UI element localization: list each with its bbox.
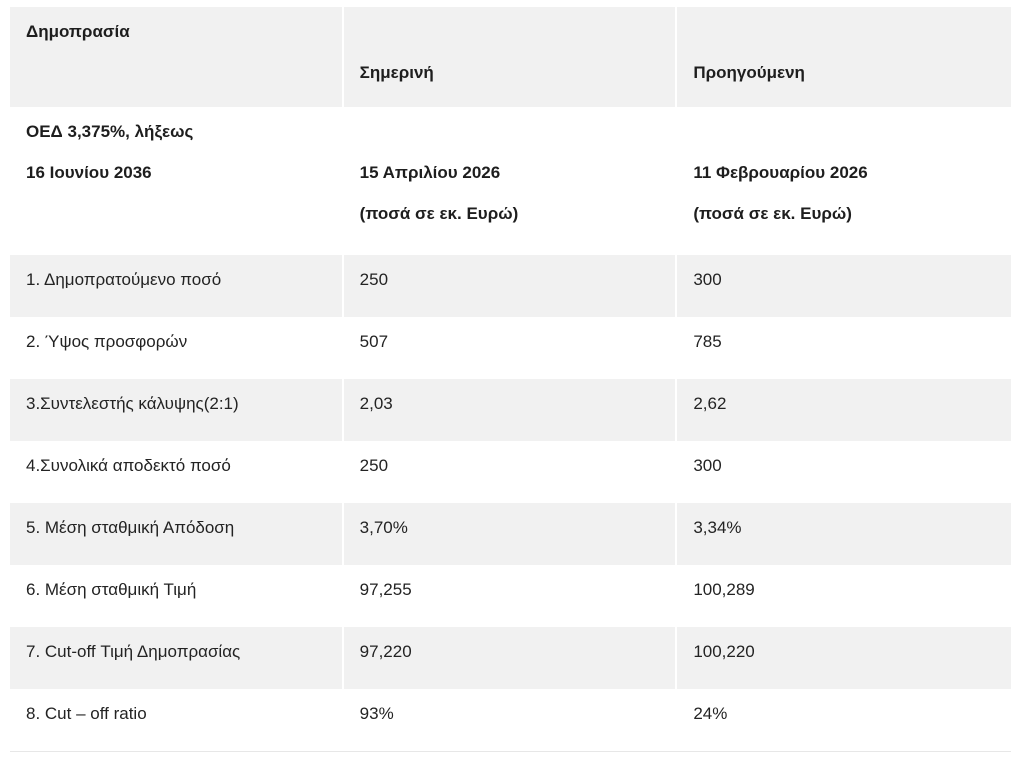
current-value-cell: 3,70% (343, 503, 678, 565)
current-amount-note: (ποσά σε εκ. Ευρώ) (359, 204, 519, 223)
current-value-cell: 2,03 (343, 379, 678, 441)
table-row: 2. Ύψος προσφορών 507 785 (10, 317, 1011, 379)
current-value: 250 (359, 270, 389, 289)
previous-value-cell: 300 (677, 255, 1011, 317)
spacer (693, 21, 995, 42)
header-row: Δημοπρασία Σημερινή Προηγούμενη (10, 7, 1011, 107)
previous-amount-note: (ποσά σε εκ. Ευρώ) (693, 204, 852, 223)
table-row: 1. Δημοπρατούμενο ποσό 250 300 (10, 255, 1011, 317)
current-value-cell: 250 (343, 255, 678, 317)
row-label: 4.Συνολικά αποδεκτό ποσό (26, 456, 231, 475)
previous-value-cell: 300 (677, 441, 1011, 503)
spacer (360, 121, 660, 142)
row-label: 3.Συντελεστής κάλυψης(2:1) (26, 394, 239, 413)
previous-value: 2,62 (693, 394, 727, 413)
row-label-cell: 1. Δημοπρατούμενο ποσό (10, 255, 344, 317)
current-value: 250 (359, 456, 389, 475)
previous-auction-date: 11 Φεβρουαρίου 2026 (693, 163, 868, 182)
row-label: 6. Μέση σταθμική Τιμή (26, 580, 197, 599)
table-row: 8. Cut – off ratio 93% 24% (10, 689, 1011, 751)
header-cell-auction: Δημοπρασία (10, 7, 344, 107)
previous-value: 100,220 (693, 642, 755, 661)
header-cell-current: Σημερινή (343, 7, 678, 107)
bond-maturity: 16 Ιουνίου 2036 (26, 163, 152, 182)
previous-value-cell: 100,220 (677, 627, 1011, 689)
row-label-cell: 2. Ύψος προσφορών (10, 317, 344, 379)
current-value-cell: 97,220 (343, 627, 678, 689)
current-value: 97,220 (359, 642, 412, 661)
current-column-title: Σημερινή (359, 63, 434, 82)
current-value: 93% (359, 704, 394, 723)
previous-value: 24% (693, 704, 728, 723)
row-label-cell: 3.Συντελεστής κάλυψης(2:1) (10, 379, 344, 441)
row-label: 2. Ύψος προσφορών (26, 332, 188, 351)
spacer (26, 62, 326, 83)
table-row: 5. Μέση σταθμική Απόδοση 3,70% 3,34% (10, 503, 1011, 565)
bond-info-row: ΟΕΔ 3,375%, λήξεως 16 Ιουνίου 2036 15 Απ… (10, 107, 1011, 255)
table-row: 3.Συντελεστής κάλυψης(2:1) 2,03 2,62 (10, 379, 1011, 441)
row-label-cell: 4.Συνολικά αποδεκτό ποσό (10, 441, 344, 503)
previous-column-title: Προηγούμενη (693, 63, 805, 82)
current-value-cell: 250 (343, 441, 678, 503)
previous-value: 300 (693, 456, 722, 475)
previous-value-cell: 3,34% (677, 503, 1011, 565)
previous-value: 100,289 (693, 580, 755, 599)
row-label: 1. Δημοπρατούμενο ποσό (26, 270, 222, 289)
previous-value-cell: 2,62 (677, 379, 1011, 441)
current-auction-date: 15 Απριλίου 2026 (359, 163, 501, 182)
row-label-cell: 8. Cut – off ratio (10, 689, 344, 751)
row-label-cell: 7. Cut-off Τιμή Δημοπρασίας (10, 627, 344, 689)
table-row: 4.Συνολικά αποδεκτό ποσό 250 300 (10, 441, 1011, 503)
row-label: 8. Cut – off ratio (26, 704, 147, 723)
row-label-cell: 6. Μέση σταθμική Τιμή (10, 565, 344, 627)
current-value-cell: 93% (343, 689, 678, 751)
previous-value-cell: 100,289 (677, 565, 1011, 627)
table-row: 7. Cut-off Τιμή Δημοπρασίας 97,220 100,2… (10, 627, 1011, 689)
current-value: 3,70% (359, 518, 408, 537)
auction-title: Δημοπρασία (26, 22, 130, 41)
previous-value-cell: 785 (677, 317, 1011, 379)
previous-value-cell: 24% (677, 689, 1011, 751)
current-value: 97,255 (359, 580, 412, 599)
previous-value: 785 (693, 332, 722, 351)
previous-value: 3,34% (693, 518, 742, 537)
row-label: 5. Μέση σταθμική Απόδοση (26, 518, 235, 537)
table-row: 6. Μέση σταθμική Τιμή 97,255 100,289 (10, 565, 1011, 627)
current-value: 2,03 (359, 394, 393, 413)
row-label-cell: 5. Μέση σταθμική Απόδοση (10, 503, 344, 565)
bond-info-cell: ΟΕΔ 3,375%, λήξεως 16 Ιουνίου 2036 (10, 107, 344, 255)
current-value-cell: 507 (343, 317, 678, 379)
spacer (360, 21, 660, 42)
current-value: 507 (359, 332, 389, 351)
previous-date-cell: 11 Φεβρουαρίου 2026 (ποσά σε εκ. Ευρώ) (677, 107, 1011, 255)
bond-name: ΟΕΔ 3,375%, λήξεως (26, 122, 194, 141)
current-value-cell: 97,255 (343, 565, 678, 627)
previous-value: 300 (693, 270, 722, 289)
current-date-cell: 15 Απριλίου 2026 (ποσά σε εκ. Ευρώ) (343, 107, 678, 255)
auction-table: Δημοπρασία Σημερινή Προηγούμενη ΟΕΔ 3,37… (10, 7, 1011, 752)
header-cell-previous: Προηγούμενη (677, 7, 1011, 107)
spacer (693, 121, 995, 142)
row-label: 7. Cut-off Τιμή Δημοπρασίας (26, 642, 241, 661)
